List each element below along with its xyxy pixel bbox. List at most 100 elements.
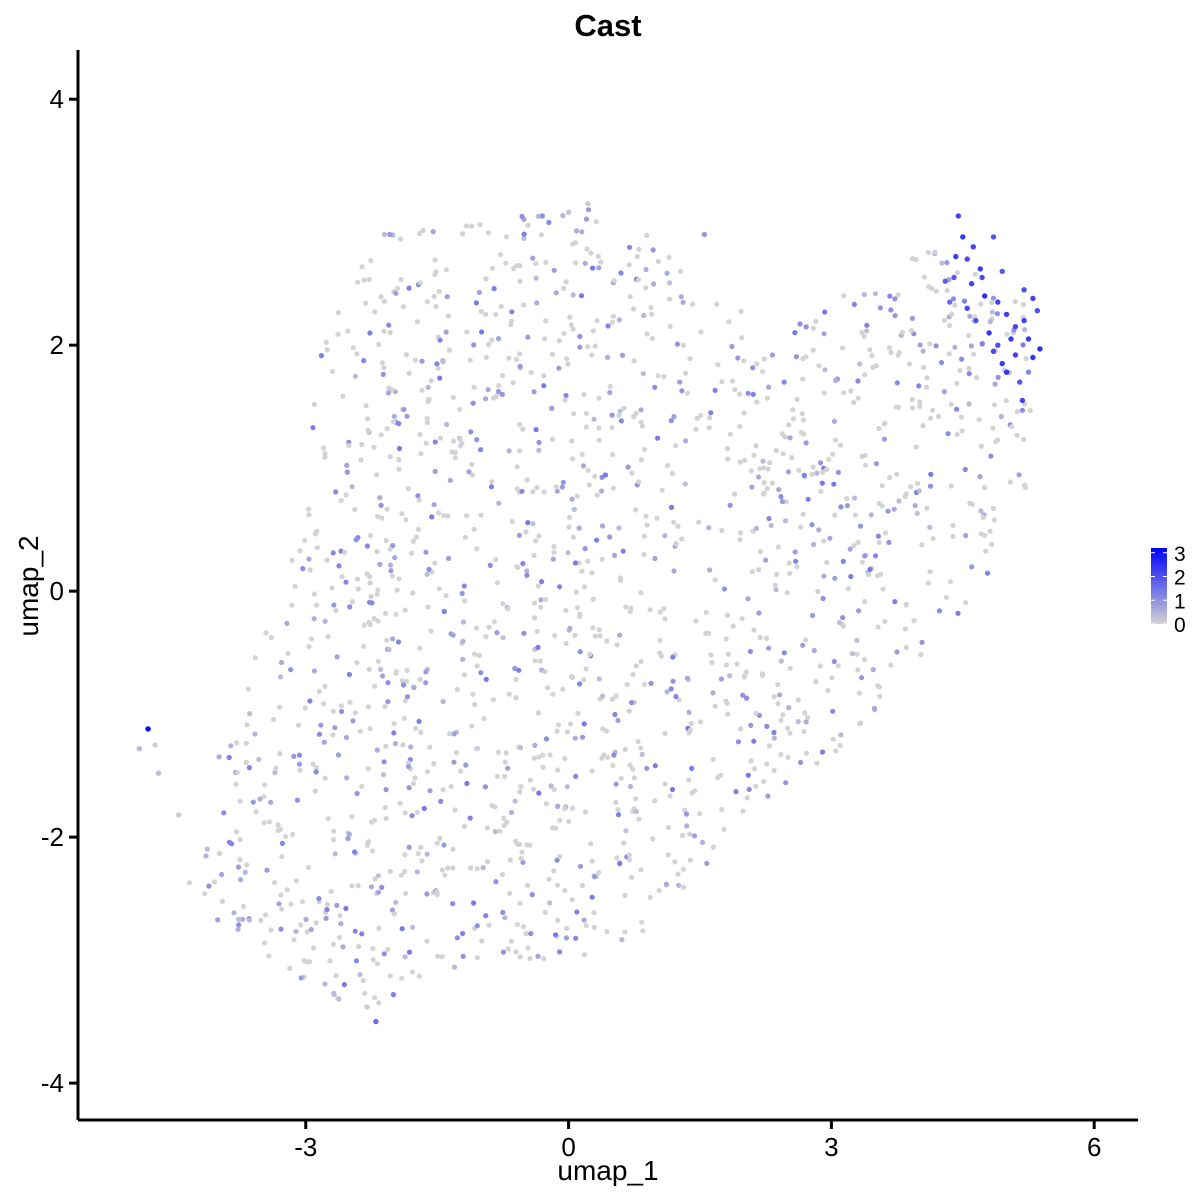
scatter-point: [367, 532, 374, 539]
scatter-point: [581, 917, 587, 923]
scatter-point: [778, 658, 784, 664]
scatter-point: [810, 464, 816, 470]
scatter-point: [381, 231, 388, 238]
scatter-point: [555, 882, 561, 888]
scatter-point: [655, 373, 661, 379]
scatter-point: [784, 725, 791, 731]
scatter-point: [252, 731, 258, 737]
scatter-point: [856, 608, 862, 614]
scatter-point: [530, 489, 536, 495]
scatter-point: [590, 328, 597, 334]
scatter-point: [461, 583, 467, 589]
x-ticks: -3 0 3 6: [294, 1120, 1101, 1162]
scatter-point: [362, 990, 368, 996]
scatter-point: [950, 522, 956, 529]
scatter-point: [816, 527, 822, 533]
scatter-point: [354, 660, 360, 666]
scatter-point: [920, 423, 926, 429]
scatter-point: [896, 349, 903, 356]
scatter-point: [333, 489, 339, 495]
scatter-point: [284, 620, 290, 627]
scatter-point: [750, 365, 756, 371]
scatter-point: [547, 900, 553, 906]
scatter-point: [759, 671, 766, 677]
scatter-point: [735, 739, 742, 745]
scatter-point: [520, 924, 527, 930]
scatter-point: [1007, 479, 1014, 485]
scatter-point: [747, 648, 754, 655]
scatter-point: [458, 768, 464, 774]
scatter-point: [793, 354, 800, 360]
scatter-point: [948, 311, 955, 317]
scatter-point: [330, 941, 336, 947]
scatter-point: [921, 274, 927, 280]
scatter-point: [960, 234, 966, 240]
scatter-point: [447, 477, 453, 483]
scatter-point: [419, 858, 425, 864]
scatter-point: [738, 726, 744, 732]
scatter-point: [577, 863, 584, 870]
scatter-point: [540, 764, 546, 770]
scatter-point: [732, 387, 738, 393]
scatter-point: [311, 591, 318, 597]
scatter-point: [567, 514, 573, 521]
scatter-point: [933, 343, 939, 349]
scatter-point: [777, 692, 783, 698]
scatter-point: [498, 303, 504, 310]
scatter-point: [424, 299, 430, 305]
scatter-point: [431, 502, 437, 508]
scatter-point: [450, 901, 456, 907]
scatter-point: [551, 267, 557, 273]
scatter-point: [1021, 317, 1027, 324]
scatter-point: [372, 876, 378, 882]
scatter-point: [633, 796, 639, 802]
scatter-point: [518, 784, 524, 790]
scatter-point: [572, 735, 578, 741]
scatter-point: [896, 498, 902, 504]
scatter-point: [966, 365, 972, 371]
scatter-point: [590, 265, 596, 271]
scatter-point: [479, 329, 485, 335]
scatter-point: [355, 586, 361, 592]
scatter-point: [335, 331, 341, 337]
scatter-point: [391, 413, 397, 419]
scatter-point: [443, 329, 449, 335]
scatter-point: [809, 522, 815, 528]
axes-layer: [76, 50, 1138, 1122]
scatter-point: [489, 337, 495, 343]
scatter-point: [234, 740, 240, 746]
scatter-point: [463, 223, 469, 229]
scatter-point: [406, 370, 412, 376]
scatter-point: [783, 499, 789, 505]
scatter-point: [314, 602, 320, 608]
scatter-point: [677, 379, 683, 385]
scatter-point: [564, 356, 570, 362]
scatter-point: [622, 746, 628, 753]
scatter-point: [394, 587, 400, 593]
scatter-point: [581, 584, 588, 590]
scatter-point: [530, 255, 536, 261]
scatter-point: [451, 964, 458, 970]
scatter-point: [737, 391, 743, 397]
scatter-point: [862, 372, 868, 378]
scatter-point: [369, 848, 376, 854]
scatter-point: [764, 485, 770, 492]
scatter-point: [859, 559, 866, 565]
scatter-point: [541, 956, 547, 962]
scatter-point: [399, 926, 405, 932]
scatter-point: [543, 259, 549, 265]
scatter-point: [564, 925, 570, 931]
scatter-point: [552, 633, 558, 639]
scatter-point: [445, 313, 451, 319]
scatter-point: [385, 680, 391, 686]
scatter-point: [630, 671, 636, 678]
scatter-point: [927, 341, 933, 347]
scatter-point: [958, 414, 965, 420]
scatter-point: [745, 596, 751, 602]
scatter-point: [751, 452, 757, 458]
scatter-point: [872, 553, 879, 559]
scatter-point: [938, 360, 945, 366]
scatter-point: [706, 415, 713, 421]
scatter-point: [610, 762, 616, 769]
scatter-point: [421, 805, 427, 812]
